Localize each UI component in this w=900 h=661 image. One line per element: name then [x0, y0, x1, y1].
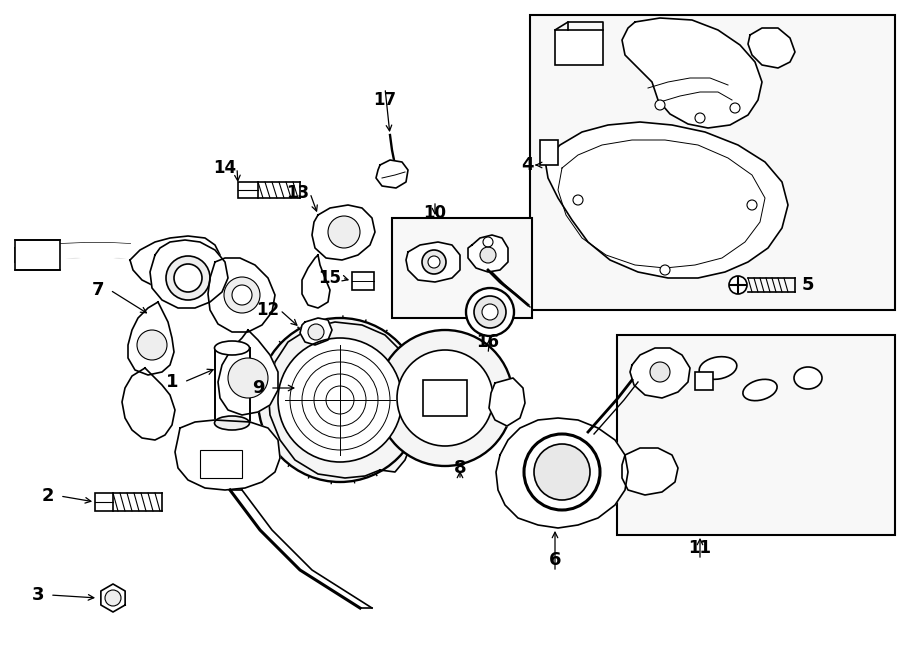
Ellipse shape	[699, 357, 737, 379]
Bar	[352, 272, 374, 290]
Bar	[392, 218, 532, 318]
Text: 14: 14	[213, 159, 237, 177]
Ellipse shape	[729, 276, 747, 294]
Text: 13: 13	[286, 184, 310, 202]
Text: 3: 3	[32, 586, 44, 604]
Circle shape	[232, 285, 252, 305]
Ellipse shape	[742, 379, 777, 401]
Text: 11: 11	[688, 539, 712, 557]
Ellipse shape	[214, 341, 249, 355]
Ellipse shape	[214, 416, 249, 430]
Polygon shape	[150, 240, 228, 308]
Circle shape	[328, 216, 360, 248]
Polygon shape	[208, 258, 275, 332]
Circle shape	[258, 318, 422, 482]
Text: 16: 16	[476, 333, 500, 351]
Text: 8: 8	[454, 459, 466, 477]
Polygon shape	[130, 236, 220, 290]
Circle shape	[466, 288, 514, 336]
Text: 15: 15	[319, 269, 341, 287]
Polygon shape	[748, 28, 795, 68]
Circle shape	[747, 200, 757, 210]
Circle shape	[428, 256, 440, 268]
Circle shape	[166, 256, 210, 300]
Bar	[15, 240, 60, 270]
Circle shape	[278, 338, 402, 462]
Polygon shape	[101, 584, 125, 612]
Bar	[215, 348, 250, 423]
Bar	[95, 493, 113, 511]
Polygon shape	[468, 235, 508, 272]
Text: 2: 2	[41, 487, 54, 505]
Circle shape	[730, 103, 740, 113]
Polygon shape	[312, 205, 375, 260]
Bar	[530, 15, 895, 310]
Polygon shape	[268, 322, 415, 478]
Circle shape	[308, 324, 324, 340]
Circle shape	[228, 358, 268, 398]
Bar	[540, 140, 558, 165]
Circle shape	[660, 265, 670, 275]
Polygon shape	[406, 242, 460, 282]
Ellipse shape	[794, 367, 822, 389]
Text: 9: 9	[252, 379, 265, 397]
Circle shape	[397, 350, 493, 446]
Text: 17: 17	[374, 91, 397, 109]
Bar	[423, 380, 467, 416]
Circle shape	[650, 362, 670, 382]
Text: 12: 12	[256, 301, 280, 319]
Circle shape	[474, 296, 506, 328]
Circle shape	[695, 113, 705, 123]
Text: 7: 7	[92, 281, 104, 299]
Text: 5: 5	[802, 276, 814, 294]
Bar	[200, 450, 242, 478]
Circle shape	[655, 100, 665, 110]
Polygon shape	[128, 302, 174, 375]
Circle shape	[480, 247, 496, 263]
Polygon shape	[302, 255, 330, 308]
Circle shape	[224, 277, 260, 313]
Polygon shape	[622, 18, 762, 128]
Circle shape	[105, 590, 121, 606]
Circle shape	[174, 264, 202, 292]
Text: 6: 6	[549, 551, 562, 569]
Polygon shape	[300, 318, 332, 345]
Bar	[555, 30, 603, 65]
Bar	[238, 182, 258, 198]
Text: 1: 1	[166, 373, 178, 391]
Circle shape	[524, 434, 600, 510]
Bar	[617, 335, 895, 535]
Circle shape	[137, 330, 167, 360]
Polygon shape	[175, 420, 280, 490]
Polygon shape	[496, 418, 628, 528]
Polygon shape	[545, 122, 788, 278]
Polygon shape	[630, 348, 690, 398]
Circle shape	[573, 195, 583, 205]
Circle shape	[422, 250, 446, 274]
Polygon shape	[122, 368, 175, 440]
Circle shape	[482, 304, 498, 320]
Bar	[695, 372, 713, 390]
Text: 4: 4	[521, 156, 533, 174]
Circle shape	[534, 444, 590, 500]
Polygon shape	[622, 448, 678, 495]
Polygon shape	[218, 330, 278, 415]
Polygon shape	[376, 160, 408, 188]
Text: 10: 10	[424, 204, 446, 222]
Polygon shape	[489, 378, 525, 426]
Circle shape	[377, 330, 513, 466]
